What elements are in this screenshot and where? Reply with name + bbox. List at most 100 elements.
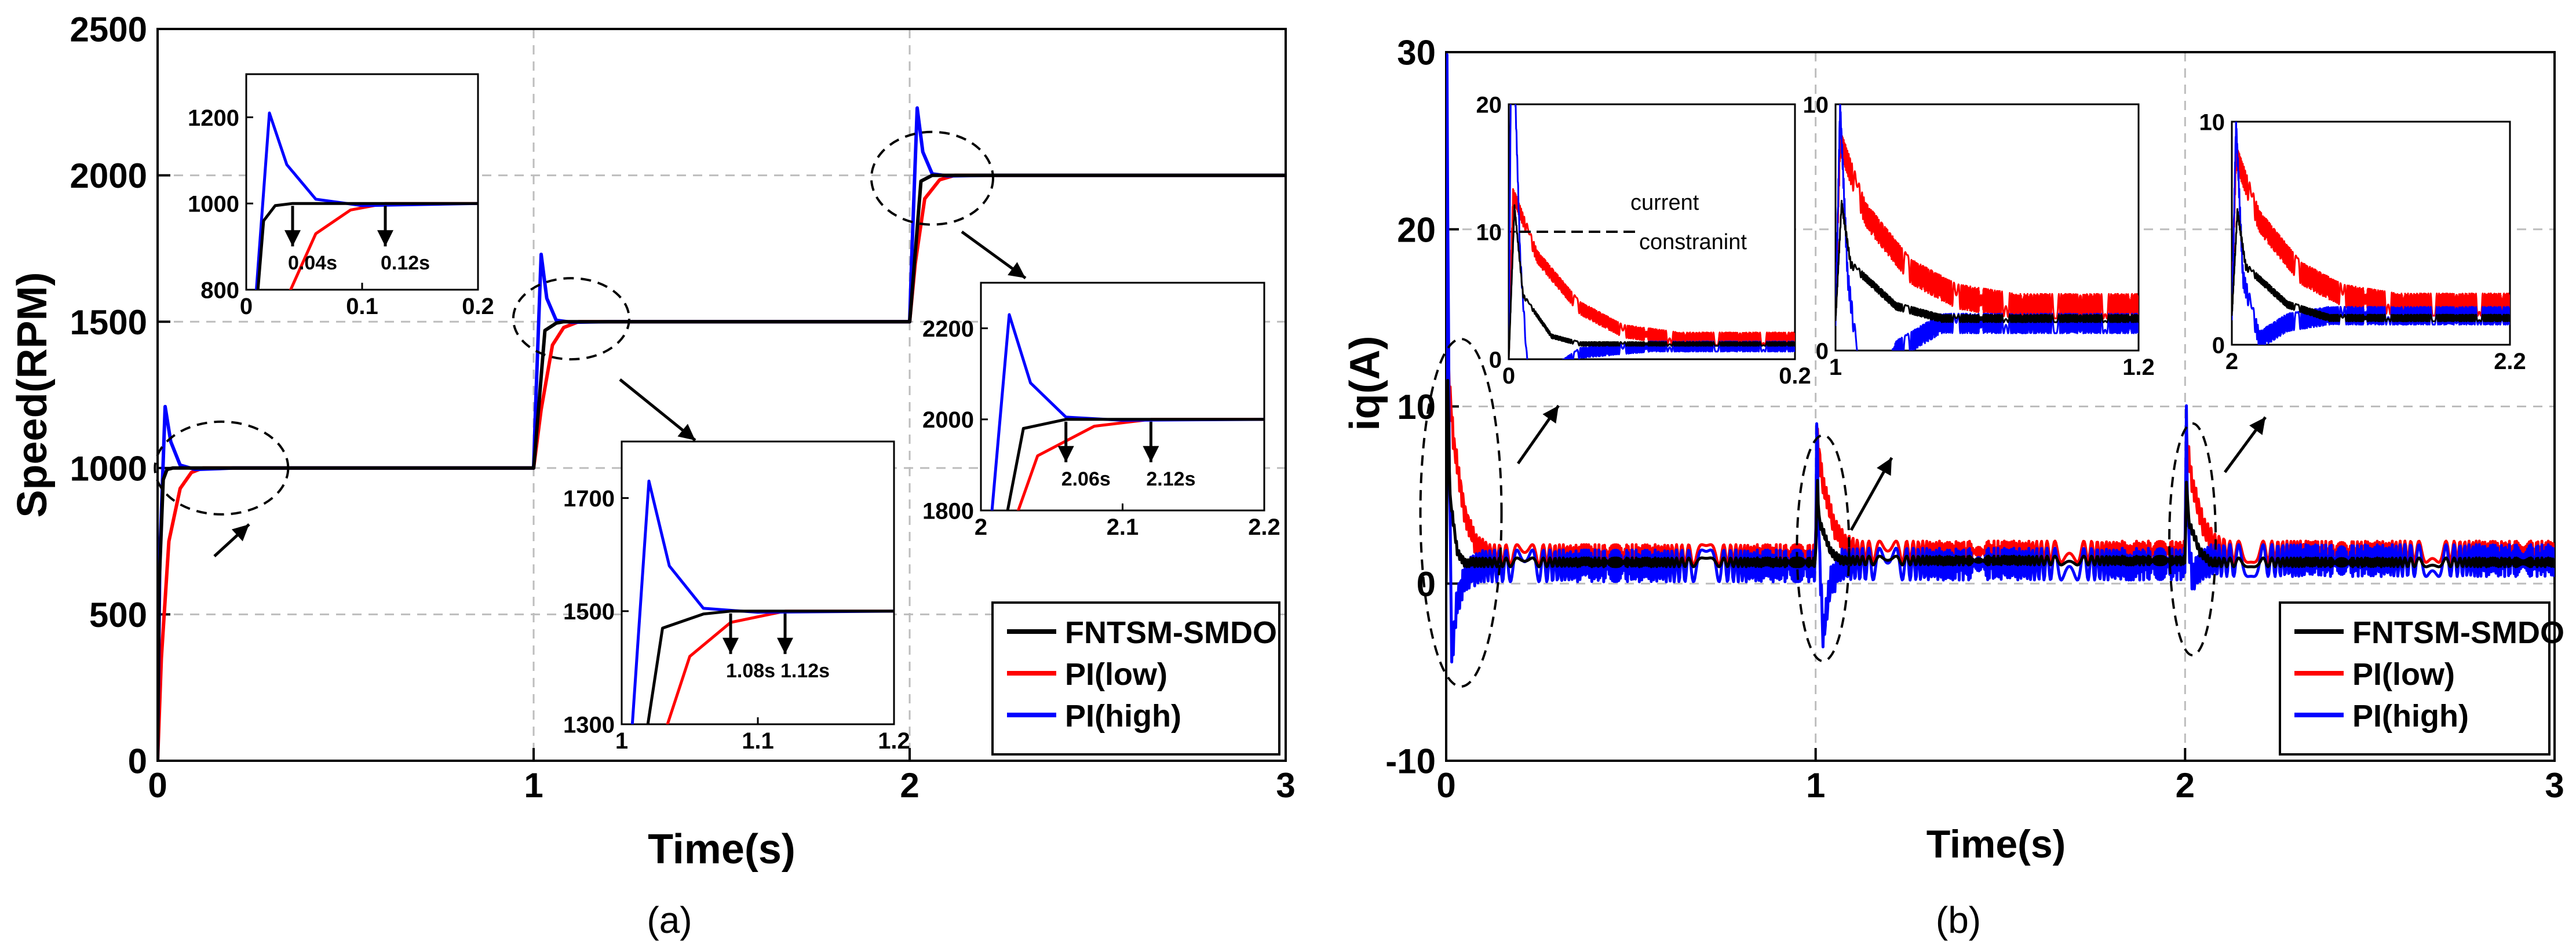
b-y-tick-label: -10: [1385, 742, 1436, 781]
b-legend: [2279, 601, 2551, 756]
a-inset-1-y-tick-label: 1200: [188, 105, 239, 131]
a-inset-3-annotation: 2.12s: [1146, 468, 1195, 490]
b-y-axis-label: iq(A): [1342, 336, 1388, 431]
b-legend-entry: PI(low): [2352, 657, 2455, 692]
b-x-axis-label: Time(s): [1926, 822, 2066, 866]
a-x-tick-label: 3: [1276, 766, 1295, 805]
a-inset-1-annotation-arrow-head: [284, 230, 301, 247]
a-inset-2-y-tick-label: 1700: [563, 486, 615, 512]
a-inset-2-annotation: 1.08s: [726, 660, 775, 682]
a-y-axis-label: Speed(RPM): [9, 272, 56, 517]
a-zoom-ellipse-1: [154, 420, 290, 516]
a-y-tick-label: 500: [89, 596, 147, 634]
a-inset-1-series-pi-high-: [254, 111, 478, 290]
a-zoom-arrow-1-head: [231, 524, 249, 542]
a-inset-2-y-tick-label: 1300: [563, 712, 615, 738]
a-legend: [991, 601, 1280, 756]
a-y-tick-label: 1000: [70, 449, 147, 488]
a-inset-3-annotation-arrow-head: [1143, 446, 1159, 462]
a-x-axis-label: Time(s): [648, 826, 796, 873]
a-zoom-ellipse-3: [870, 130, 994, 226]
a-zoom-ellipse-2: [512, 277, 630, 361]
a-inset-1-y-tick-label: 800: [200, 278, 239, 303]
a-y-tick-label: 0: [128, 742, 147, 781]
b-zoom-arrow-2-head: [1877, 458, 1892, 476]
b-inset-3-x-tick-label: 2.2: [2494, 349, 2526, 374]
a-inset-3-y-tick-label: 1800: [922, 498, 974, 524]
b-inset-2-y-tick-label: 10: [1803, 92, 1829, 118]
b-zoom-arrow-1-head: [1542, 406, 1559, 424]
a-axis-frame: [156, 28, 1287, 762]
a-panel-label: (a): [647, 899, 692, 941]
b-inset-1-x-tick-label: 0.2: [1779, 363, 1811, 389]
b-inset-1-series-fntsm-smdo: [1509, 204, 1795, 359]
b-legend-entry: PI(high): [2352, 699, 2469, 734]
b-annotation-constraint: constranint: [1639, 230, 1747, 254]
a-inset-2-plot-area: [622, 442, 894, 724]
b-inset-2-x-tick-label: 1.2: [2122, 355, 2155, 380]
a-x-tick-label: 2: [900, 766, 919, 805]
b-annotation-current: current: [1630, 191, 1699, 215]
a-inset-2-x-tick-label: 1.1: [742, 728, 774, 754]
b-panel-label: (b): [1936, 899, 1981, 941]
a-inset-1-annotation: 0.04s: [288, 252, 337, 274]
b-inset-3-y-tick-label: 0: [2212, 333, 2225, 358]
b-inset-2-series-fntsm-smdo: [1836, 199, 2139, 323]
a-inset-3-x-tick-label: 2: [975, 515, 987, 540]
b-inset-1-y-tick-label: 10: [1476, 220, 1502, 245]
a-y-tick-label: 1500: [70, 303, 147, 342]
b-inset-2-axis-frame: [1834, 103, 2140, 352]
b-inset-1-y-tick-label: 20: [1476, 92, 1502, 118]
b-y-tick-label: 20: [1397, 210, 1436, 249]
a-legend-entry: PI(low): [1065, 657, 1167, 692]
a-inset-1-x-tick-label: 0: [240, 294, 253, 319]
a-inset-2-annotation: 1.12s: [780, 660, 830, 682]
a-inset-3-annotation: 2.06s: [1061, 468, 1111, 490]
a-main-series-pi-high-: [158, 106, 1286, 761]
a-inset-2-x-tick-label: 1.2: [878, 728, 910, 754]
b-inset-2-x-tick-label: 1: [1829, 355, 1842, 380]
a-main-series-fntsm-smdo: [158, 173, 1286, 761]
b-legend-entry: FNTSM-SMDO: [2352, 615, 2564, 650]
a-legend-entry: FNTSM-SMDO: [1065, 615, 1277, 650]
a-zoom-arrow-3-head: [1008, 262, 1026, 278]
b-inset-3-series-pi-low-: [2232, 146, 2510, 317]
speed-chart: 0 1 2 3 0 500 1000 1500 2000 2500 Time(s) Speed(RPM…: [9, 10, 1296, 941]
b-inset-3-axis-frame: [2231, 121, 2511, 346]
a-inset-1-annotation-arrow-head: [377, 230, 393, 247]
a-inset-1-x-tick-label: 0.2: [462, 294, 494, 319]
a-inset-2-annotation-arrow-head: [723, 637, 739, 654]
a-inset-2-annotation-arrow-head: [777, 637, 793, 654]
b-y-tick-label: 10: [1397, 388, 1436, 426]
b-inset-1-x-tick-label: 0: [1502, 363, 1515, 389]
a-inset-3-x-tick-label: 2.2: [1248, 515, 1280, 540]
b-inset-3-y-tick-label: 10: [2199, 110, 2225, 135]
b-inset-3-series-fntsm-smdo: [2232, 208, 2510, 323]
b-zoom-ellipse-1: [1419, 337, 1503, 688]
a-x-tick-label: 1: [524, 766, 543, 805]
b-inset-1-series-pi-low-: [1509, 188, 1795, 359]
b-inset-2-series-pi-low-: [1836, 132, 2139, 320]
b-x-tick-label: 0: [1436, 766, 1455, 805]
a-y-tick-label: 2000: [70, 156, 147, 195]
b-main-series-fntsm-smdo: [1446, 379, 2555, 584]
b-x-tick-label: 3: [2545, 766, 2564, 805]
b-x-tick-label: 2: [2176, 766, 2195, 805]
a-inset-2-y-tick-label: 1500: [563, 599, 615, 625]
a-y-tick-label: 2500: [70, 10, 147, 49]
a-inset-3-x-tick-label: 2.1: [1107, 515, 1139, 540]
a-x-tick-label: 0: [148, 766, 167, 805]
b-inset-1-y-tick-label: 0: [1489, 347, 1502, 373]
b-zoom-ellipse-3: [2168, 422, 2217, 656]
a-inset-1-series-fntsm-smdo: [256, 202, 478, 290]
a-inset-3-y-tick-label: 2200: [922, 316, 974, 342]
a-inset-3-y-tick-label: 2000: [922, 407, 974, 433]
a-inset-1-annotation: 0.12s: [381, 252, 430, 274]
a-inset-1-plot-area: [246, 74, 478, 290]
a-inset-1-y-tick-label: 1000: [188, 192, 239, 217]
b-inset-2-y-tick-label: 0: [1816, 338, 1829, 364]
a-inset-1-x-tick-label: 0.1: [346, 294, 378, 319]
a-inset-3-series-fntsm-smdo: [1006, 418, 1264, 510]
